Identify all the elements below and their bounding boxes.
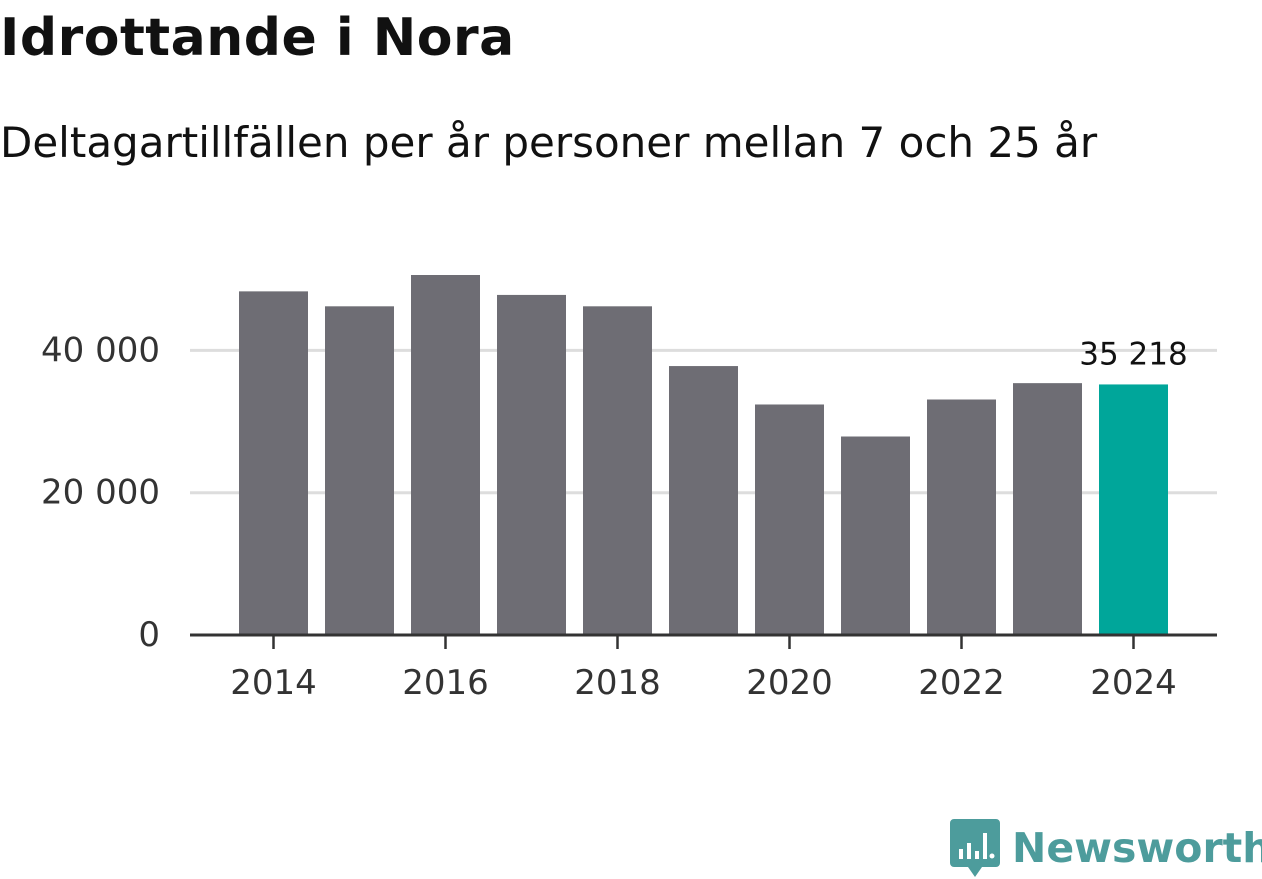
bar — [669, 366, 738, 635]
bar — [239, 291, 308, 635]
y-tick-label: 0 — [138, 615, 160, 655]
x-tick-label: 2022 — [918, 663, 1005, 703]
chart-title: Idrottande i Nora — [0, 8, 515, 68]
x-tick-label: 2016 — [402, 663, 489, 703]
bar — [755, 404, 824, 635]
x-tick-label: 2014 — [230, 663, 317, 703]
x-tick-label: 2018 — [574, 663, 661, 703]
bar — [583, 306, 652, 635]
x-tick-label: 2024 — [1090, 663, 1177, 703]
newsworthy-logo-icon — [950, 819, 1000, 877]
bar — [841, 436, 910, 635]
bar-highlight — [1099, 384, 1168, 635]
bar — [927, 399, 996, 635]
bar — [325, 306, 394, 635]
brand-logo: Newsworthy — [950, 818, 1262, 878]
y-tick-label: 20 000 — [41, 473, 160, 513]
bar — [1013, 383, 1082, 635]
x-tick-label: 2020 — [746, 663, 833, 703]
bar — [411, 275, 480, 635]
brand-name: Newsworthy — [1012, 824, 1262, 872]
chart-subtitle: Deltagartillfällen per år personer mella… — [0, 118, 1098, 167]
bar — [497, 294, 566, 635]
y-tick-label: 40 000 — [41, 330, 160, 370]
data-label: 35 218 — [1079, 336, 1187, 372]
